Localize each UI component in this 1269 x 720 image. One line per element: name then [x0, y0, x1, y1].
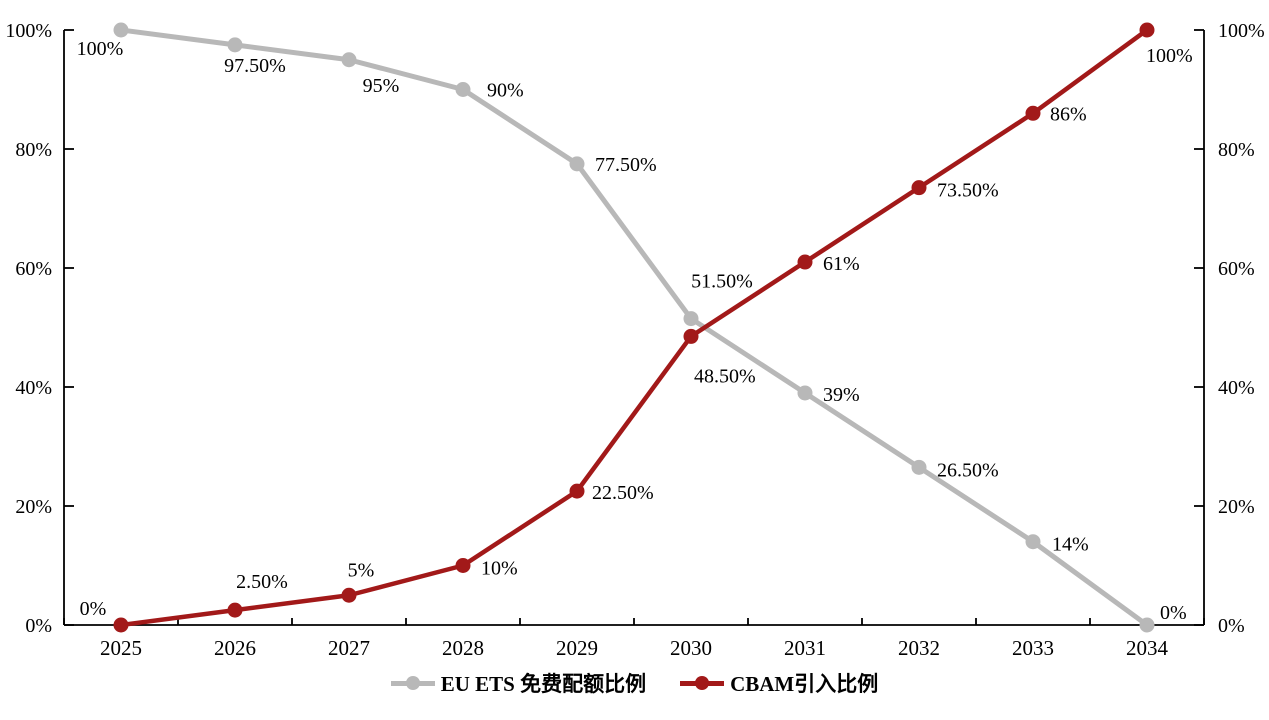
data-point [797, 254, 813, 270]
data-point [341, 52, 357, 68]
data-label: 86% [1050, 103, 1087, 125]
y-axis-label-left: 100% [5, 20, 52, 42]
y-axis-label-left: 80% [15, 139, 52, 161]
data-label: 90% [487, 80, 524, 102]
data-label: 0% [80, 598, 107, 620]
x-axis-label: 2034 [1126, 636, 1169, 660]
data-point [227, 37, 243, 53]
data-point [569, 483, 585, 499]
y-axis-label-right: 40% [1218, 377, 1255, 399]
y-axis-label-right: 0% [1218, 615, 1245, 637]
data-point [911, 180, 927, 196]
data-label: 10% [481, 558, 518, 580]
series-line-0 [118, 27, 1150, 628]
series-line-1 [118, 27, 1150, 628]
data-point [455, 558, 471, 573]
data-point [1025, 534, 1041, 550]
data-point [113, 22, 129, 38]
data-point [1139, 22, 1155, 38]
data-label: 100% [77, 38, 124, 60]
data-label: 5% [348, 559, 375, 581]
y-axis-label-right: 20% [1218, 496, 1255, 518]
y-axis-label-right: 60% [1218, 258, 1255, 280]
chart-legend: EU ETS 免费配额比例 CBAM引入比例 [0, 668, 1269, 698]
data-point [1025, 105, 1041, 121]
data-label: 48.50% [694, 365, 756, 387]
data-point [455, 82, 471, 97]
data-point [341, 587, 357, 603]
data-label: 77.50% [595, 154, 657, 176]
x-axis-label: 2026 [214, 636, 256, 660]
x-axis-label: 2029 [556, 636, 598, 660]
data-label: 73.50% [937, 180, 999, 202]
data-point [911, 459, 927, 475]
x-axis-label: 2030 [670, 636, 712, 660]
data-point [227, 602, 243, 618]
x-axis-label: 2027 [328, 636, 370, 660]
data-label: 51.50% [691, 271, 753, 293]
legend-item-cbam: CBAM引入比例 [680, 668, 878, 698]
data-point [113, 617, 129, 633]
y-axis-label-left: 20% [15, 496, 52, 518]
legend-label-cbam: CBAM引入比例 [730, 672, 879, 696]
data-label: 100% [1146, 45, 1193, 67]
data-label: 0% [1160, 602, 1187, 624]
data-label: 14% [1052, 534, 1089, 556]
legend-item-eu-ets: EU ETS 免费配额比例 [390, 668, 647, 698]
data-point [797, 385, 813, 401]
data-point [683, 311, 699, 327]
data-label: 97.50% [224, 55, 286, 77]
legend-dot-eu-ets [405, 676, 420, 690]
x-axis-label: 2031 [784, 636, 826, 660]
legend-label-eu-ets: EU ETS 免费配额比例 [440, 672, 647, 696]
legend-dot-cbam [695, 676, 710, 690]
y-axis-label-left: 60% [15, 258, 52, 280]
x-axis-label: 2025 [100, 636, 142, 660]
data-label: 22.50% [592, 482, 654, 504]
y-axis-label-right: 100% [1218, 20, 1265, 42]
data-label: 39% [823, 384, 860, 406]
data-label: 95% [363, 75, 400, 97]
x-axis-label: 2033 [1012, 636, 1054, 660]
data-label: 61% [823, 253, 860, 275]
data-point [683, 328, 699, 344]
data-point [569, 156, 585, 172]
data-label: 26.50% [937, 459, 999, 481]
y-axis-label-right: 80% [1218, 139, 1255, 161]
data-label: 2.50% [236, 571, 288, 593]
x-axis-label: 2032 [898, 636, 940, 660]
legend-marker-cbam-icon [680, 675, 725, 691]
y-axis-label-left: 0% [25, 615, 52, 637]
y-axis-label-left: 40% [15, 377, 52, 399]
data-point [1139, 617, 1155, 633]
x-axis-label: 2028 [442, 636, 484, 660]
legend-marker-eu-ets-icon [390, 675, 435, 691]
